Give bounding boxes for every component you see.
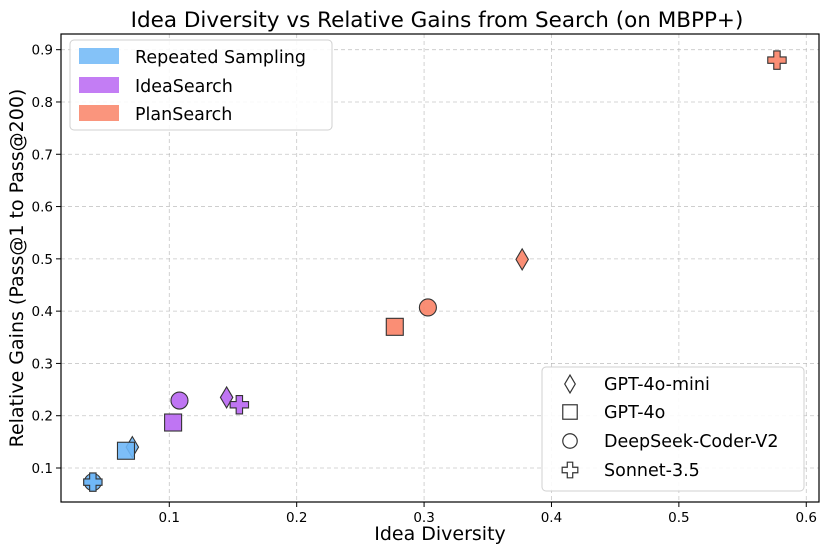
- legend-diamond-icon: [564, 373, 576, 395]
- models-legend: GPT-4o-mini GPT-4o DeepSeek-Coder-V2 Son…: [541, 366, 805, 492]
- x-axis-ticks: 0.1 0.2 0.3 0.4 0.5 0.6: [159, 502, 817, 526]
- legend-label-ideasearch: IdeaSearch: [135, 77, 233, 97]
- model-markers: [561, 373, 579, 479]
- y-axis-label: Relative Gains (Pass@1 to Pass@200): [6, 89, 28, 448]
- y-tick-label: 0.5: [32, 252, 53, 268]
- point-ideasearch-sonnet-3-5: [229, 394, 250, 415]
- plot-frame: [60, 33, 820, 503]
- y-tick-label: 0.7: [32, 147, 53, 163]
- methods-legend-box: [69, 39, 333, 131]
- y-tick-label: 0.6: [32, 200, 53, 216]
- y-tick-label: 0.2: [32, 409, 53, 425]
- x-tick-label: 0.6: [796, 510, 817, 526]
- data-points: [83, 50, 787, 492]
- point-ideasearch-deepseek-coder-v2: [170, 391, 189, 410]
- point-plansearch-gpt-4o-mini: [515, 247, 530, 271]
- y-tick-label: 0.9: [32, 43, 53, 59]
- point-repeated-sampling-gpt-4o: [116, 441, 136, 460]
- legend-swatch-repeated-sampling: [79, 48, 119, 64]
- point-plansearch-deepseek-coder-v2: [418, 298, 437, 317]
- x-tick-label: 0.5: [668, 510, 689, 526]
- x-tick-label: 0.4: [541, 510, 562, 526]
- legend-label-gpt-4o: GPT-4o: [604, 403, 665, 423]
- point-plansearch-gpt-4o: [385, 317, 404, 336]
- y-tick-label: 0.8: [32, 95, 53, 111]
- methods-legend: Repeated Sampling IdeaSearch PlanSearch: [69, 39, 333, 131]
- legend-label-repeated-sampling: Repeated Sampling: [135, 48, 306, 68]
- legend-swatch-plansearch: [79, 105, 119, 121]
- x-tick-label: 0.1: [159, 510, 180, 526]
- y-tick-label: 0.4: [32, 304, 53, 320]
- x-tick-label: 0.3: [413, 510, 434, 526]
- x-axis-label: Idea Diversity: [374, 523, 506, 545]
- legend-swatch-ideasearch: [79, 77, 119, 93]
- y-tick-label: 0.1: [32, 461, 53, 477]
- legend-circle-icon: [562, 433, 578, 449]
- models-legend-box: [541, 366, 805, 492]
- point-ideasearch-gpt-4o: [164, 413, 183, 432]
- y-axis-ticks: 0.1 0.2 0.3 0.4 0.5 0.6 0.7 0.8 0.9: [32, 43, 61, 477]
- point-repeated-sampling-sonnet-3-5: [83, 472, 103, 492]
- legend-label-deepseek-coder-v2: DeepSeek-Coder-V2: [604, 432, 778, 452]
- legend-square-icon: [562, 404, 578, 420]
- legend-plus-icon: [561, 461, 579, 479]
- chart-title: Idea Diversity vs Relative Gains from Se…: [131, 8, 744, 33]
- legend-label-plansearch: PlanSearch: [135, 105, 232, 125]
- x-tick-label: 0.2: [286, 510, 307, 526]
- legend-label-gpt-4o-mini: GPT-4o-mini: [604, 375, 710, 395]
- point-plansearch-sonnet-3-5: [767, 50, 787, 70]
- legend-label-sonnet-3-5: Sonnet-3.5: [604, 461, 700, 481]
- y-tick-label: 0.3: [32, 356, 53, 372]
